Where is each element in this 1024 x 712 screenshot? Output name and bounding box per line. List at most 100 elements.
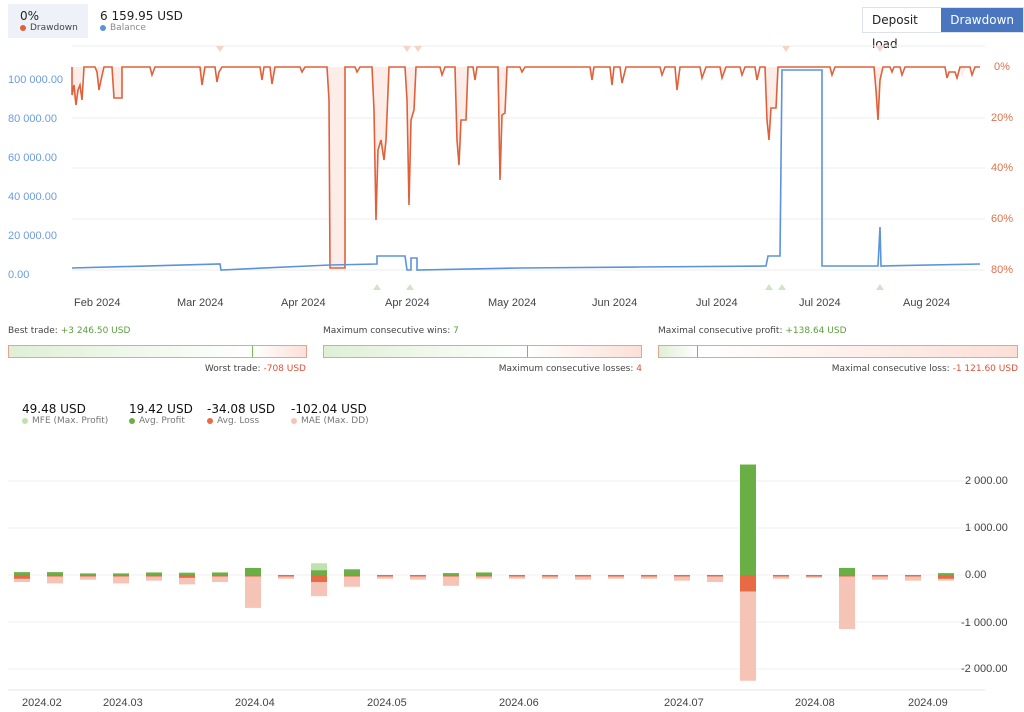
max-cons-loss-label: Maximal consecutive loss: [831, 364, 950, 374]
y-axis-label: 2 000.00 [965, 475, 1008, 487]
excursion-bars [14, 464, 954, 681]
bar-segment [113, 575, 129, 577]
right-axis-label: 20% [991, 112, 1014, 124]
bar-segment [80, 575, 96, 580]
bar-segment [641, 575, 657, 579]
bar-segment [674, 575, 690, 577]
drawdown-button[interactable]: Drawdown [941, 8, 1023, 32]
left-axis-label: 20 000.00 [8, 230, 57, 242]
balance-value: 6 159.95 USD [100, 9, 183, 23]
bar-segment [608, 575, 624, 579]
top-grid [72, 45, 985, 271]
bar-segment [509, 575, 525, 577]
x-axis-label: Jul 2024 [696, 297, 738, 309]
best-worst-trade-bar [8, 345, 307, 358]
bar-segment [575, 575, 591, 577]
trade-excursion-chart[interactable] [0, 440, 1024, 712]
bar-segment [806, 575, 822, 577]
left-axis-label: 100 000.00 [8, 74, 64, 86]
left-axis-label: 60 000.00 [8, 152, 57, 164]
balance-drawdown-chart[interactable] [0, 0, 1024, 312]
balance-legend[interactable]: 6 159.95 USD Balance [100, 4, 210, 38]
bar-segment [410, 575, 426, 580]
bar-segment [707, 575, 723, 577]
drawdown-legend[interactable]: 0% Drawdown [8, 4, 88, 38]
y-axis-label: -1 000.00 [961, 617, 1008, 629]
bar-segment [344, 575, 360, 587]
worst-trade-stat: Worst trade: -708 USD [205, 364, 306, 374]
bar-segment [245, 575, 261, 577]
chart-mode-toggle: Deposit load Drawdown [862, 7, 1024, 51]
mfe-dot-icon [22, 418, 28, 424]
balance-dot-icon [100, 25, 106, 31]
avg-loss-label: Avg. Loss [217, 416, 260, 426]
mae-metric[interactable]: -102.04 USD MAE (Max. DD) [291, 402, 369, 426]
bar-segment [47, 575, 63, 577]
y-axis-label: 1 000.00 [965, 522, 1008, 534]
avg-loss-value: -34.08 USD [207, 402, 276, 416]
best-trade-value: +3 246.50 USD [60, 326, 131, 336]
bar-segment [905, 575, 921, 581]
bar-segment [410, 575, 426, 577]
max-cons-profit-label: Maximal consecutive profit: [658, 326, 783, 336]
x-axis-label: Apr 2024 [385, 297, 430, 309]
bar-segment [245, 575, 261, 608]
avg-profit-dot-icon [129, 418, 135, 424]
drawdown-dot-icon [20, 25, 26, 31]
x-axis-label: 2024.07 [664, 697, 704, 709]
bar-segment [476, 572, 492, 575]
max-cons-wins-stat: Maximum consecutive wins: 7 [323, 326, 459, 336]
bar-segment [113, 575, 129, 584]
bar-segment [311, 563, 327, 575]
bar-segment [179, 575, 195, 585]
deposit-load-button[interactable]: Deposit load [863, 8, 942, 51]
balance-line [71, 69, 981, 271]
max-cons-loss-value: -1 121.60 USD [952, 364, 1018, 374]
cons-profit-loss-bar [658, 345, 1018, 358]
x-axis-label: Jun 2024 [592, 297, 638, 309]
balance-legend-label: Balance [100, 23, 146, 33]
mfe-metric[interactable]: 49.48 USD MFE (Max. Profit) [22, 402, 108, 426]
bar-segment [905, 575, 921, 577]
max-cons-wins-value: 7 [453, 326, 459, 336]
x-axis-label: 2024.04 [235, 697, 275, 709]
bar-segment [179, 575, 195, 578]
x-axis-label: May 2024 [488, 297, 537, 309]
avg-profit-metric[interactable]: 19.42 USD Avg. Profit [129, 402, 193, 426]
worst-trade-value: -708 USD [263, 364, 306, 374]
max-cons-wins-label: Maximum consecutive wins: [323, 326, 451, 336]
drawdown-line [71, 66, 980, 269]
bar-segment [740, 575, 756, 592]
left-axis-label: 0.00 [8, 269, 30, 281]
bar-segment [80, 575, 96, 577]
mae-dot-icon [291, 418, 297, 424]
mae-label: MAE (Max. DD) [301, 416, 369, 426]
drawdown-markers [216, 46, 884, 52]
bar-segment [476, 575, 492, 577]
bar-segment [47, 572, 63, 575]
bar-segment [608, 575, 624, 577]
bar-segment [839, 575, 855, 630]
bar-segment [113, 573, 129, 576]
bar-segment [14, 572, 30, 575]
bar-segment [179, 573, 195, 575]
y-axis-label: 0.00 [965, 569, 987, 581]
bar-segment [14, 575, 30, 579]
mae-value: -102.04 USD [291, 402, 367, 416]
max-cons-loss-stat: Maximal consecutive loss: -1 121.60 USD [832, 364, 1018, 374]
y-axis-label: -2 000.00 [961, 663, 1008, 675]
avg-loss-metric[interactable]: -34.08 USD Avg. Loss [207, 402, 275, 426]
bar-segment [839, 567, 855, 575]
cons-wins-losses-bar [323, 345, 642, 358]
right-axis-label: 40% [991, 162, 1014, 174]
balance-label: Balance [110, 23, 146, 33]
bar-segment [674, 575, 690, 581]
x-axis-label: 2024.09 [908, 697, 948, 709]
bar-segment [542, 575, 558, 577]
bar-segment [872, 575, 888, 577]
x-axis-label: 2024.06 [499, 697, 539, 709]
bar-segment [146, 575, 162, 581]
bar-segment [344, 569, 360, 575]
bar-segment [542, 575, 558, 579]
bar-segment [740, 575, 756, 681]
